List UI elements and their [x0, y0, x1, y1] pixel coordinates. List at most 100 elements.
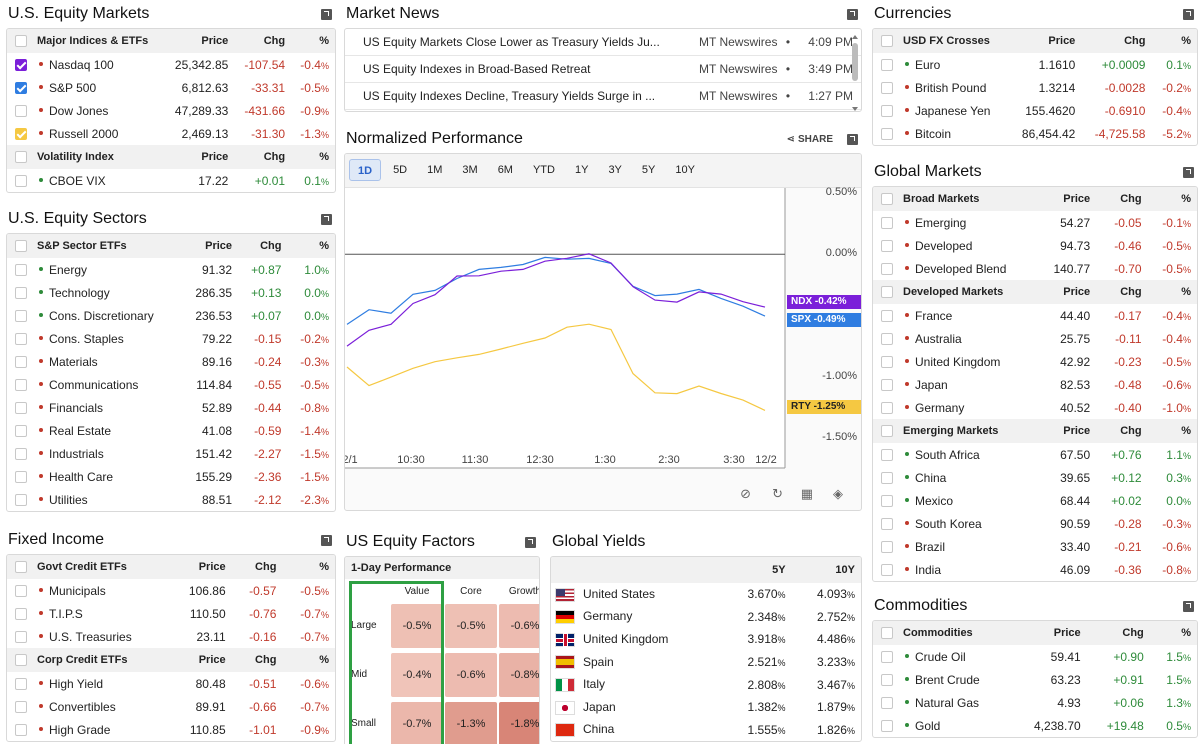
- row-checkbox[interactable]: [881, 495, 893, 508]
- table-row[interactable]: Health Care 155.29 -2.36 -1.5%: [7, 465, 335, 488]
- row-checkbox[interactable]: [15, 494, 27, 507]
- row-checkbox[interactable]: [881, 697, 893, 710]
- row-checkbox[interactable]: [881, 217, 893, 230]
- group-checkbox[interactable]: [881, 286, 893, 299]
- table-row[interactable]: Japan 1.382% 1.879%: [551, 696, 861, 719]
- table-row[interactable]: China 39.65 +0.12 0.3%: [873, 466, 1197, 489]
- news-item[interactable]: US Equity Indexes in Broad-Based Retreat…: [345, 56, 861, 83]
- table-row[interactable]: India 46.09 -0.36 -0.8%: [873, 558, 1197, 581]
- table-row[interactable]: Communications 114.84 -0.55 -0.5%: [7, 373, 335, 396]
- table-row[interactable]: High Grade 110.85 -1.01 -0.9%: [7, 718, 335, 741]
- table-row[interactable]: Municipals 106.86 -0.57 -0.5%: [7, 579, 335, 602]
- row-checkbox[interactable]: [881, 333, 893, 346]
- reset-icon[interactable]: ↻: [772, 486, 783, 501]
- row-checkbox[interactable]: [15, 175, 27, 188]
- expand-icon[interactable]: [321, 8, 332, 20]
- tab-3m[interactable]: 3M: [462, 164, 478, 176]
- row-checkbox[interactable]: [881, 82, 893, 95]
- table-row[interactable]: Mexico 68.44 +0.02 0.0%: [873, 489, 1197, 512]
- expand-icon[interactable]: [525, 536, 536, 548]
- factor-cell[interactable]: -0.6%: [445, 653, 497, 697]
- table-row[interactable]: British Pound 1.3214 -0.0028 -0.2%: [873, 76, 1197, 99]
- group-checkbox[interactable]: [881, 425, 893, 438]
- tab-1d[interactable]: 1D: [349, 159, 382, 181]
- expand-icon[interactable]: [321, 534, 332, 546]
- table-row[interactable]: Developed 94.73 -0.46 -0.5%: [873, 234, 1197, 257]
- row-checkbox[interactable]: [15, 287, 27, 300]
- row-checkbox[interactable]: [15, 264, 27, 277]
- news-headline[interactable]: US Equity Markets Close Lower as Treasur…: [363, 35, 660, 49]
- row-checkbox[interactable]: [15, 701, 27, 714]
- table-row[interactable]: Developed Blend 140.77 -0.70 -0.5%: [873, 257, 1197, 280]
- tag-icon[interactable]: ◈: [833, 486, 843, 501]
- table-row[interactable]: S&P 500 6,812.63 -33.31 -0.5%: [7, 76, 335, 99]
- news-item[interactable]: US Equity Markets Close Lower as Treasur…: [345, 29, 861, 56]
- row-checkbox[interactable]: [15, 585, 27, 598]
- table-row[interactable]: Emerging 54.27 -0.05 -0.1%: [873, 211, 1197, 234]
- share-button[interactable]: ⋖ SHARE: [786, 133, 833, 145]
- expand-icon[interactable]: [847, 133, 858, 145]
- news-headline[interactable]: US Equity Indexes in Broad-Based Retreat: [363, 62, 591, 76]
- row-checkbox[interactable]: [881, 449, 893, 462]
- tab-6m[interactable]: 6M: [497, 164, 513, 176]
- row-checkbox[interactable]: [881, 402, 893, 415]
- table-row[interactable]: Materials 89.16 -0.24 -0.3%: [7, 350, 335, 373]
- table-row[interactable]: Japan 82.53 -0.48 -0.6%: [873, 373, 1197, 396]
- group-checkbox[interactable]: [881, 627, 893, 640]
- table-row[interactable]: Industrials 151.42 -2.27 -1.5%: [7, 442, 335, 465]
- table-row[interactable]: Cons. Discretionary 236.53 +0.07 0.0%: [7, 304, 335, 327]
- table-row[interactable]: Germany 40.52 -0.40 -1.0%: [873, 396, 1197, 419]
- factor-cell[interactable]: -0.6%: [499, 604, 539, 648]
- table-row[interactable]: South Korea 90.59 -0.28 -0.3%: [873, 512, 1197, 535]
- row-checkbox[interactable]: [881, 310, 893, 323]
- group-checkbox[interactable]: [15, 561, 27, 574]
- row-checkbox[interactable]: [15, 356, 27, 369]
- table-row[interactable]: Real Estate 41.08 -0.59 -1.4%: [7, 419, 335, 442]
- table-row[interactable]: Natural Gas 4.93 +0.06 1.3%: [873, 691, 1197, 714]
- row-checkbox[interactable]: [881, 720, 893, 733]
- expand-icon[interactable]: [1183, 166, 1194, 178]
- factor-cell[interactable]: -0.8%: [499, 653, 539, 697]
- table-row[interactable]: Gold 4,238.70 +19.48 0.5%: [873, 714, 1197, 737]
- table-row[interactable]: Japanese Yen 155.4620 -0.6910 -0.4%: [873, 99, 1197, 122]
- tab-1y[interactable]: 1Y: [574, 164, 589, 176]
- factor-cell[interactable]: -1.8%: [499, 702, 539, 744]
- expand-icon[interactable]: [847, 8, 858, 20]
- row-checkbox[interactable]: [881, 472, 893, 485]
- row-checkbox[interactable]: [881, 240, 893, 253]
- tab-1m[interactable]: 1M: [427, 164, 443, 176]
- perf-chart[interactable]: [345, 188, 862, 478]
- table-row[interactable]: Technology 286.35 +0.13 0.0%: [7, 281, 335, 304]
- row-checkbox[interactable]: [881, 564, 893, 577]
- row-checkbox[interactable]: [881, 674, 893, 687]
- row-checkbox[interactable]: [881, 128, 893, 141]
- row-checkbox[interactable]: [881, 105, 893, 118]
- row-checkbox[interactable]: [15, 128, 27, 141]
- table-row[interactable]: High Yield 80.48 -0.51 -0.6%: [7, 672, 335, 695]
- row-checkbox[interactable]: [15, 678, 27, 691]
- factor-cell[interactable]: -0.7%: [391, 702, 443, 744]
- row-checkbox[interactable]: [15, 105, 27, 118]
- table-row[interactable]: United States 3.670% 4.093%: [551, 583, 861, 606]
- factor-cell[interactable]: -0.5%: [391, 604, 443, 648]
- table-row[interactable]: Euro 1.1610 +0.0009 0.1%: [873, 53, 1197, 76]
- table-row[interactable]: Cons. Staples 79.22 -0.15 -0.2%: [7, 327, 335, 350]
- table-row[interactable]: Bitcoin 86,454.42 -4,725.58 -5.2%: [873, 122, 1197, 145]
- expand-icon[interactable]: [1183, 8, 1194, 20]
- table-row[interactable]: Convertibles 89.91 -0.66 -0.7%: [7, 695, 335, 718]
- news-headline[interactable]: US Equity Indexes Decline, Treasury Yiel…: [363, 89, 656, 103]
- tab-10y[interactable]: 10Y: [675, 164, 695, 176]
- row-checkbox[interactable]: [15, 448, 27, 461]
- row-checkbox[interactable]: [881, 651, 893, 664]
- table-row[interactable]: Nasdaq 100 25,342.85 -107.54 -0.4%: [7, 53, 335, 76]
- row-checkbox[interactable]: [881, 356, 893, 369]
- table-row[interactable]: Russell 2000 2,469.13 -31.30 -1.3%: [7, 122, 335, 145]
- row-checkbox[interactable]: [15, 402, 27, 415]
- tab-3y[interactable]: 3Y: [608, 164, 622, 176]
- row-checkbox[interactable]: [881, 263, 893, 276]
- tab-5d[interactable]: 5D: [393, 164, 408, 176]
- table-row[interactable]: U.S. Treasuries 23.11 -0.16 -0.7%: [7, 625, 335, 648]
- row-checkbox[interactable]: [15, 333, 27, 346]
- table-row[interactable]: France 44.40 -0.17 -0.4%: [873, 304, 1197, 327]
- factor-cell[interactable]: -1.3%: [445, 702, 497, 744]
